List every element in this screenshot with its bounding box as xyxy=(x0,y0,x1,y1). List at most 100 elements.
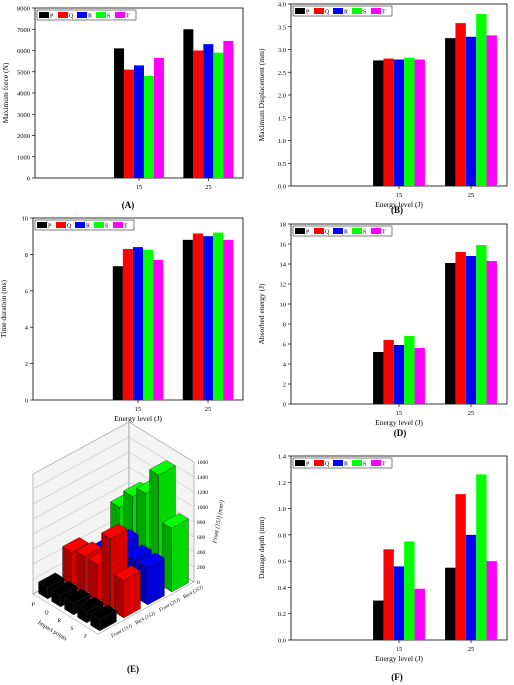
legend-label-s: S xyxy=(363,230,366,236)
z-tick-label: 1600 xyxy=(197,460,208,466)
y-tick-label: 2 xyxy=(283,382,286,389)
legend-swatch-s xyxy=(352,8,362,14)
chart-panel-d: 0 2 4 6 8 10 12 14 16 18 Absorbed energy (J) 15 25 En… xyxy=(257,218,514,436)
z-tick-label: 600 xyxy=(197,535,206,541)
legend: P Q R S T xyxy=(292,5,393,17)
chart-b-svg: 0.0 0.5 1.0 1.5 2.0 2.5 3.0 3.5 4.0 Maximum Displ… xyxy=(257,2,508,209)
bar-t-25 xyxy=(223,40,234,178)
legend-swatch-p xyxy=(295,460,305,466)
bar-r-25 xyxy=(465,534,477,640)
z-tick-label: 200 xyxy=(197,565,206,571)
legend-swatch-t xyxy=(115,12,125,18)
y-tick-label: 2.5 xyxy=(278,70,286,77)
legend-swatch-p xyxy=(295,8,305,14)
y-tick-label: 8 xyxy=(25,252,28,259)
chart-panel-b: 0.0 0.5 1.0 1.5 2.0 2.5 3.0 3.5 4.0 Maximum Displ… xyxy=(257,0,514,215)
bar-r-25 xyxy=(203,44,214,178)
y-axis-label: Absorbed energy (J) xyxy=(257,283,266,345)
bar-s-25 xyxy=(476,245,487,404)
chart-c-plot: 0 2 4 6 8 10 Time duration (ms) 15 25 Energy leve… xyxy=(0,216,244,423)
bar-r-25 xyxy=(465,36,477,187)
y-tick-label: 18 xyxy=(280,222,287,229)
y-tick-label: 14 xyxy=(280,262,287,269)
legend-swatch-r xyxy=(77,12,87,18)
legend-label-p: P xyxy=(306,462,310,468)
bar-t-15 xyxy=(153,57,164,178)
bar-r-25 xyxy=(202,236,214,400)
legend-label-p: P xyxy=(48,224,52,230)
legend-swatch-r xyxy=(333,228,343,234)
chart-caption-d: (D) xyxy=(393,428,407,438)
bar-s-25 xyxy=(476,14,487,187)
bar-p-15 xyxy=(112,266,123,400)
z-grid-line xyxy=(32,436,195,490)
y-tick-label: 10 xyxy=(22,216,29,223)
bar-q-25 xyxy=(192,233,203,400)
chart-c-svg: 0 2 4 6 8 10 Time duration (ms) 15 25 Energy leve… xyxy=(0,216,244,423)
legend-swatch-r xyxy=(333,8,343,14)
chart-e-svg: 0 200 400 600 800 1000 1200 1400 1600 T S R Q P Impact… xyxy=(31,421,226,643)
bar-r-15 xyxy=(393,345,405,404)
x-tick-label: 15 xyxy=(396,646,403,653)
legend-label-s: S xyxy=(363,10,366,16)
legend-label-r: R xyxy=(344,10,348,16)
legend-label-q: Q xyxy=(325,10,330,16)
bar-s-15 xyxy=(404,57,415,186)
z-tick-label: 1400 xyxy=(197,475,208,481)
bar-p-25 xyxy=(445,567,456,640)
bar-s-25 xyxy=(213,52,224,178)
bar-q-15 xyxy=(124,69,135,178)
chart-e-plot: 0 200 400 600 800 1000 1200 1400 1600 T S R Q P Impact… xyxy=(31,421,226,643)
y-tick-label: 0 xyxy=(27,176,30,183)
bar-p-25 xyxy=(445,38,456,186)
legend-label-p: P xyxy=(306,10,310,16)
legend-label-s: S xyxy=(363,462,366,468)
x-axis-label: Energy level (J) xyxy=(375,200,423,209)
bar-t-15 xyxy=(414,59,425,187)
chart-panel-c: 0 2 4 6 8 10 Time duration (ms) 15 25 Energy leve… xyxy=(0,212,250,434)
legend: P Q R S T xyxy=(36,9,137,21)
y-tick-label: 6 xyxy=(25,288,29,295)
y-tick-label: 3.0 xyxy=(278,47,286,54)
chart-caption-f: (F) xyxy=(391,672,403,682)
y-tick-label: 6000 xyxy=(17,48,30,55)
bar-r-15 xyxy=(393,566,405,640)
legend-label-s: S xyxy=(107,14,110,20)
legend-label-r: R xyxy=(344,230,348,236)
legend-label-p: P xyxy=(306,230,310,236)
y-tick-label: 0.0 xyxy=(278,638,286,645)
y-tick-label: 8000 xyxy=(17,6,30,13)
x-tick-label: 15 xyxy=(135,406,142,413)
bar-q-15 xyxy=(122,248,133,400)
legend-swatch-t xyxy=(371,228,381,234)
y-tick-label: 1.0 xyxy=(278,506,286,513)
chart-caption-e: (E) xyxy=(127,664,139,674)
y-tick-label: 0.0 xyxy=(278,184,286,191)
chart-caption-b: (B) xyxy=(391,205,403,215)
bar-t-25 xyxy=(486,35,497,186)
legend: P Q R S T xyxy=(34,219,135,231)
x-tick-label: 25 xyxy=(468,192,475,199)
legend-swatch-q xyxy=(56,222,66,228)
y-tick-label: 3.5 xyxy=(278,24,286,31)
bar-q-25 xyxy=(455,252,466,404)
bar-s-15 xyxy=(143,76,154,178)
z-tick-label: 800 xyxy=(197,520,206,526)
legend-swatch-p xyxy=(295,228,305,234)
y-axis-label: Maximum Displacement (mm) xyxy=(257,48,266,141)
bar-r-15 xyxy=(134,65,144,178)
legend-swatch-s xyxy=(96,12,106,18)
legend-label-r: R xyxy=(86,224,90,230)
legend-swatch-r xyxy=(75,222,85,228)
legend-label-q: Q xyxy=(69,14,74,20)
bar-q-15 xyxy=(383,549,394,640)
y-tick-label: 1.0 xyxy=(278,138,286,145)
legend-swatch-s xyxy=(352,228,362,234)
bar-q-25 xyxy=(193,50,204,178)
x-tick-label: 15 xyxy=(396,410,403,417)
bar-r-15 xyxy=(132,247,144,400)
y-tick-label: 10 xyxy=(280,302,287,309)
bar-p-15 xyxy=(373,352,384,404)
x-tick-label: 25 xyxy=(468,646,475,653)
y-tick-label: Back (25J) xyxy=(183,585,205,600)
